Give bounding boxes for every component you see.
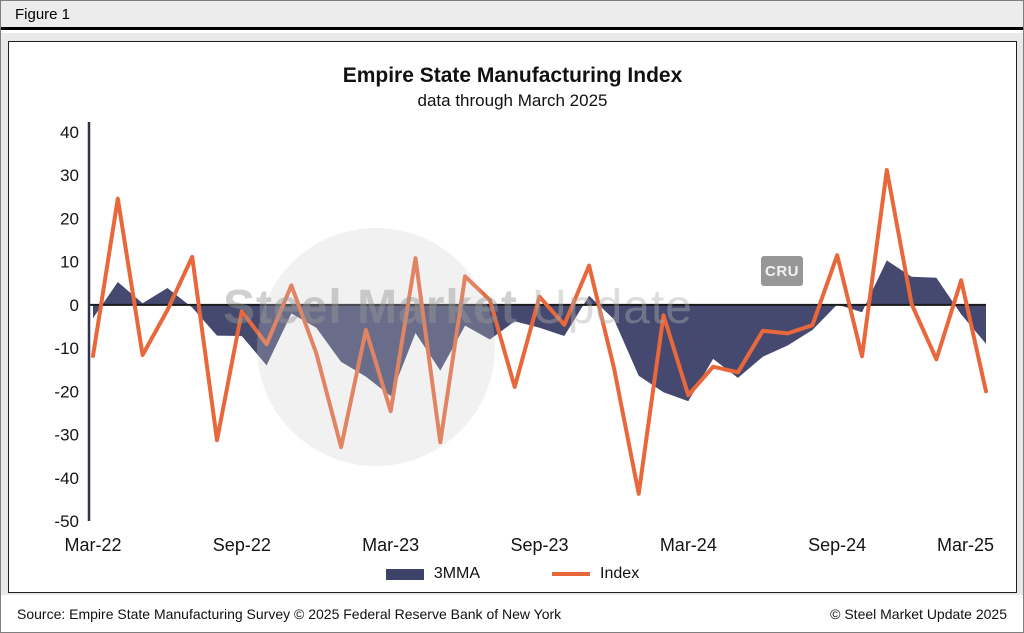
y-tick-label: 10 (60, 253, 79, 272)
chart-panel: 40 30 20 10 0 -10 -20 -30 -40 -50 Mar-22 Sep-22 Mar-… (8, 41, 1017, 593)
legend-label-3mma: 3MMA (433, 565, 481, 582)
source-text: Source: Empire State Manufacturing Surve… (17, 605, 562, 622)
chart-title: Empire State Manufacturing Index (342, 64, 683, 87)
y-tick-label: 30 (60, 166, 79, 185)
y-tick-label: 20 (60, 209, 79, 228)
x-tick-label: Mar-25 (937, 535, 994, 555)
x-tick-label: Mar-23 (362, 535, 419, 555)
x-tick-label: Mar-22 (64, 535, 121, 555)
chart-svg: 40 30 20 10 0 -10 -20 -30 -40 -50 Mar-22 Sep-22 Mar-… (54, 122, 994, 555)
chart-title-block: Empire State Manufacturing Index data th… (9, 64, 1016, 111)
y-tick-label: 40 (60, 123, 79, 142)
x-tick-label: Sep-23 (510, 535, 568, 555)
chart-subtitle: data through March 2025 (417, 91, 608, 110)
x-tick-label: Sep-24 (808, 535, 866, 555)
legend-swatch-index (552, 572, 591, 576)
y-tick-label: -10 (54, 339, 79, 358)
legend-item-index: Index (552, 565, 639, 583)
footer: Source: Empire State Manufacturing Surve… (1, 595, 1023, 632)
y-tick-label: 0 (70, 296, 79, 315)
figure-label: Figure 1 (1, 1, 1023, 30)
x-tick-label: Sep-22 (213, 535, 271, 555)
y-tick-label: -40 (54, 469, 79, 488)
legend-item-3mma: 3MMA (385, 565, 481, 583)
legend-swatch-3mma (385, 568, 424, 580)
copyright-text: © Steel Market Update 2025 (830, 605, 1007, 622)
y-tick-label: -50 (54, 512, 79, 531)
legend-label-index: Index (600, 565, 640, 582)
cru-logo-icon: CRU (761, 256, 803, 286)
y-tick-label: -20 (54, 382, 79, 401)
line-series-index (91, 168, 988, 496)
chart-legend: 3MMA Index (9, 565, 1016, 583)
y-tick-label: -30 (54, 426, 79, 445)
x-tick-label: Mar-24 (660, 535, 717, 555)
